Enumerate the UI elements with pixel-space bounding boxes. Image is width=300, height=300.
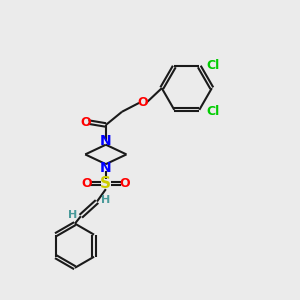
Text: H: H <box>100 195 110 205</box>
Text: S: S <box>100 176 111 191</box>
Text: H: H <box>68 210 77 220</box>
Text: O: O <box>120 177 130 190</box>
Text: N: N <box>100 134 112 148</box>
Text: Cl: Cl <box>207 58 220 71</box>
Text: Cl: Cl <box>207 105 220 118</box>
Text: N: N <box>100 161 112 175</box>
Text: O: O <box>81 177 92 190</box>
Text: O: O <box>80 116 91 128</box>
Text: O: O <box>137 96 148 110</box>
